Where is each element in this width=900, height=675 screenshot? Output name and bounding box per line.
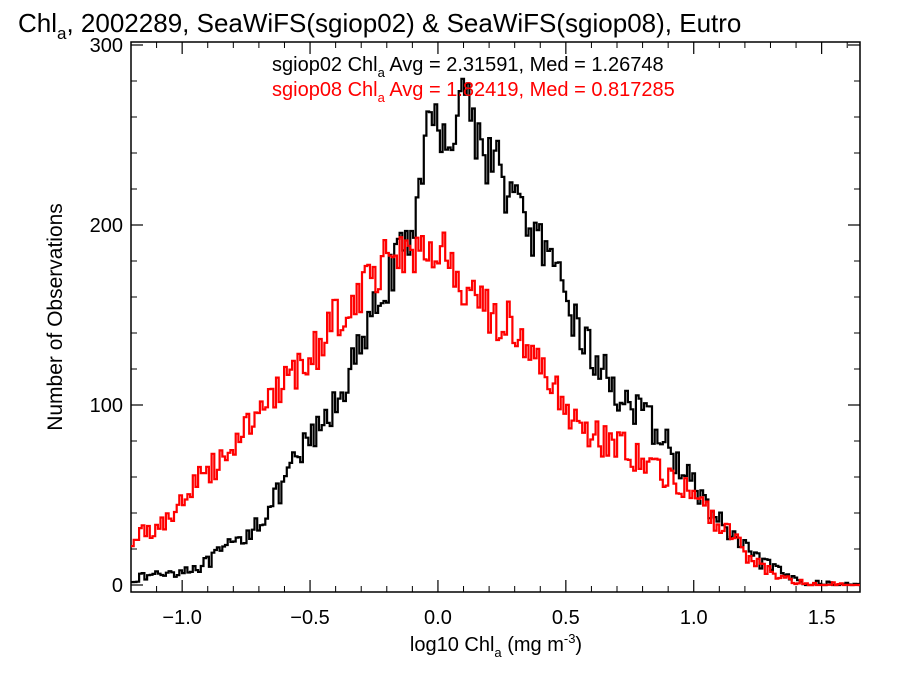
- chart-title: Chla, 2002289, SeaWiFS(sgiop02) & SeaWiF…: [18, 8, 741, 43]
- xlabel-suffix: (mg m: [502, 634, 564, 656]
- x-tick-label: 1.0: [680, 607, 708, 629]
- annotation-sgiop08-subscript: a: [378, 90, 386, 105]
- xlabel-subscript: a: [494, 645, 502, 660]
- axis-ticks: −1.0 −0.5 0.0 0.5 1.0 1.5 0 100 200 300: [90, 35, 860, 629]
- x-tick-label: −1.0: [162, 607, 201, 629]
- annotation-sgiop02-prefix: sgiop02 Chl: [272, 54, 378, 76]
- y-axis-label: Number of Observations: [44, 203, 67, 431]
- series-group: [131, 77, 860, 587]
- annotation-sgiop08-suffix: Avg = 1.82419, Med = 0.817285: [385, 79, 675, 101]
- xlabel-prefix: log10 Chl: [410, 634, 495, 656]
- y-tick-label: 100: [90, 395, 123, 417]
- x-tick-label: 0.5: [552, 607, 580, 629]
- title-subscript: a: [57, 24, 67, 43]
- x-tick-label: 1.5: [808, 607, 836, 629]
- xlabel-superscript: -3: [564, 631, 576, 646]
- annotation-sgiop02: sgiop02 Chla Avg = 2.31591, Med = 1.2674…: [272, 54, 664, 80]
- plot-frame: [130, 41, 861, 593]
- xlabel-close: ): [575, 634, 582, 656]
- y-tick-label: 0: [112, 575, 123, 597]
- series-line-sgiop08: [131, 231, 860, 587]
- annotation-sgiop02-subscript: a: [378, 65, 386, 80]
- x-tick-label: −0.5: [290, 607, 329, 629]
- y-tick-label: 200: [90, 215, 123, 237]
- annotation-sgiop02-suffix: Avg = 2.31591, Med = 1.26748: [385, 54, 664, 76]
- annotation-sgiop08: sgiop08 Chla Avg = 1.82419, Med = 0.8172…: [272, 79, 675, 105]
- series-line-sgiop02: [131, 77, 860, 587]
- x-axis-label: log10 Chla (mg m-3): [410, 631, 582, 660]
- annotation-sgiop08-prefix: sgiop08 Chl: [272, 79, 378, 101]
- title-prefix: Chl: [18, 8, 57, 38]
- x-tick-label: 0.0: [424, 607, 452, 629]
- y-tick-label: 300: [90, 35, 123, 57]
- title-suffix: , 2002289, SeaWiFS(sgiop02) & SeaWiFS(sg…: [66, 8, 741, 38]
